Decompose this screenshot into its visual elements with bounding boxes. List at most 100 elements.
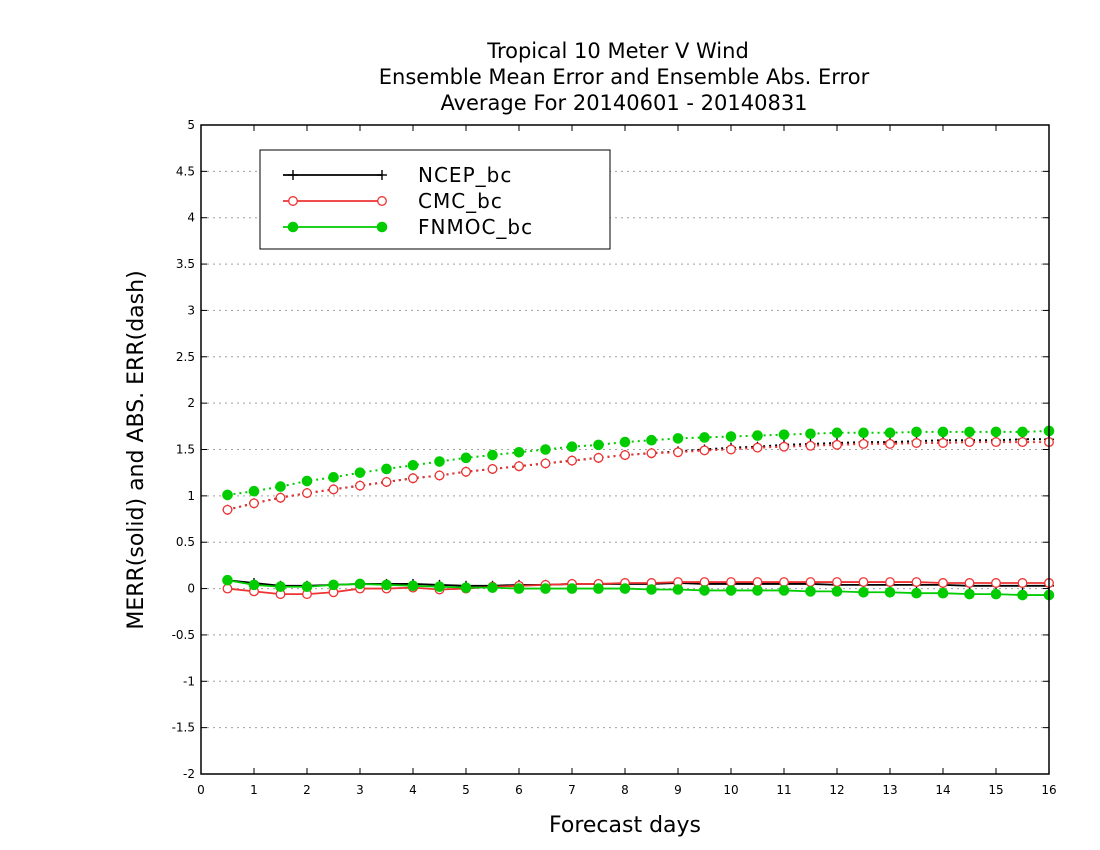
x-tick-label: 0 [197,783,205,797]
fnmoc-bc-merr-point [354,578,366,590]
cmc-bc-abs-err-point [461,466,471,477]
cmc-bc-abs-err-point [938,438,948,448]
cmc-bc-merr-point [885,577,895,588]
y-tick-label: -1 [183,674,195,688]
fnmoc-bc-merr-point [831,586,843,597]
cmc-bc-abs-err-point [805,440,816,451]
fnmoc-bc-merr-point [407,580,419,592]
cmc-bc-abs-err-point [885,438,895,449]
x-tick-label: 3 [356,783,364,797]
x-tick-label: 15 [988,783,1003,797]
fnmoc-bc-merr-point [990,588,1002,600]
cmc-bc-abs-err-point [964,437,975,448]
fnmoc-bc-abs-err-point [593,439,604,451]
cmc-bc-abs-err-point [355,480,365,491]
y-tick-label: -0.5 [172,628,195,642]
cmc-bc-abs-err-point [1017,437,1028,448]
fnmoc-bc-merr-point [460,582,472,593]
fnmoc-bc-merr-point [513,583,525,594]
cmc-bc-abs-err-point [620,450,630,461]
fnmoc-bc-merr-point [884,586,896,598]
legend-box [259,149,611,250]
y-tick-label: 1.5 [176,443,195,457]
fnmoc-bc-abs-err-point [672,433,684,444]
fnmoc-bc-merr-point [248,579,260,591]
legend-right-point [377,170,387,180]
fnmoc-bc-merr-point [752,585,763,596]
legend-left-point [288,196,298,206]
x-tick-label: 11 [776,783,791,797]
cmc-bc-abs-err-point [673,447,683,458]
fnmoc-bc-abs-err-point [328,472,339,483]
y-axis-ticks: 5 4.5 4 3.5 3 2.5 2 1.5 1 0.5 0 -0.5 -1 -1.5 -2 [172,118,1049,781]
fnmoc-bc-merr-point [434,581,445,593]
x-tick-label: 9 [674,783,682,797]
cmc-bc-abs-err-point [328,484,339,495]
fnmoc-bc-abs-err-point [566,441,578,453]
legend-left-point [288,170,298,180]
cmc-bc-abs-err-point [275,492,286,503]
cmc-bc-abs-err-point [911,438,922,448]
x-tick-label: 4 [409,783,417,797]
fnmoc-bc-merr-point [699,585,710,596]
fnmoc-bc-abs-err-point [699,432,710,443]
y-tick-label: 0 [187,582,195,596]
fnmoc-bc-merr-point [619,583,631,594]
cmc-bc-merr-point [964,578,975,588]
fnmoc-bc-abs-err-point [513,446,525,458]
fnmoc-bc-merr-point [328,579,339,591]
fnmoc-bc-abs-err-point [778,429,790,440]
fnmoc-bc-abs-err-point [540,444,551,455]
cmc-bc-abs-err-point [646,448,657,459]
x-axis-label: Forecast days [549,813,701,838]
cmc-bc-abs-err-point [408,473,418,484]
fnmoc-bc-merr-point [725,585,737,596]
legend-label: NCEP_bc [418,163,512,187]
fnmoc-bc-abs-err-point [619,436,631,448]
fnmoc-bc-abs-err-point [275,481,286,492]
cmc-bc-abs-err-point [858,438,869,449]
legend-entry-ncep-bc: NCEP_bc [283,163,512,187]
x-axis-ticks: 0 1 2 3 4 5 6 7 8 9 10 11 12 13 14 15 16 [197,125,1057,797]
cmc-bc-merr-point [805,577,816,588]
fnmoc-bc-abs-err-point [646,434,657,446]
y-axis-label: MERR(solid) and ABS. ERR(dash) [124,270,149,629]
fnmoc-bc-merr-point [778,585,790,596]
cmc-bc-merr-point [699,577,710,588]
markers-cmc-bc [222,437,1054,600]
cmc-bc-merr-point [726,577,736,588]
cmc-bc-merr-point [1017,578,1028,588]
y-tick-label: 5 [187,118,195,132]
y-tick-label: 1 [187,489,195,503]
x-tick-label: 10 [723,783,738,797]
plot-frame [200,124,1050,775]
cmc-bc-abs-err-point [726,444,736,455]
cmc-bc-merr-point [832,577,842,588]
fnmoc-bc-abs-err-point [858,427,869,439]
gridlines [201,170,1049,729]
markers-ncep-bc [222,434,1054,591]
cmc-bc-merr-point [911,577,922,588]
x-tick-label: 12 [829,783,844,797]
cmc-bc-abs-err-point [593,452,604,463]
y-tick-label: 4 [187,211,195,225]
cmc-bc-merr-point [222,583,233,594]
fnmoc-bc-abs-err-point [831,427,843,439]
cmc-bc-abs-err-point [434,470,445,481]
fnmoc-bc-merr-point [805,586,816,597]
fnmoc-bc-merr-point [275,581,286,593]
cmc-bc-abs-err-point [487,464,498,474]
legend-right-point [376,221,388,233]
series-ncep-bc [227,438,1049,587]
fnmoc-bc-abs-err-point [407,459,419,471]
fnmoc-bc-merr-point [381,579,392,591]
y-tick-label: 3 [187,303,195,317]
x-tick-label: 14 [935,783,950,797]
cmc-bc-abs-err-point [381,477,392,487]
plot-series [222,425,1055,601]
fnmoc-bc-merr-point [964,588,975,600]
y-tick-label: 2 [187,396,195,410]
cmc-bc-abs-err-point [752,442,763,453]
